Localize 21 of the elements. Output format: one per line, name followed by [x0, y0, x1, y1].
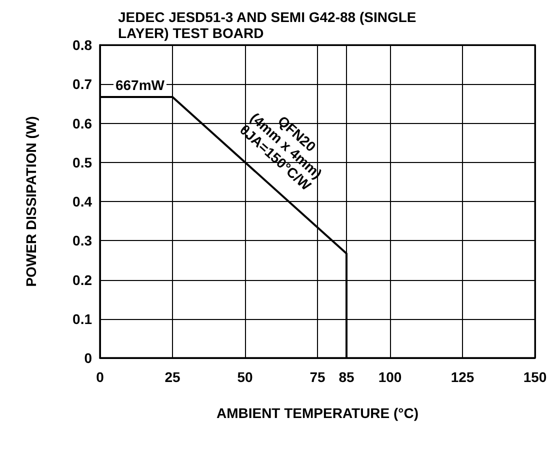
- y-tick-label: 0.3: [72, 232, 92, 249]
- x-tick-label: 125: [450, 369, 474, 385]
- x-tick-label: 100: [378, 369, 402, 385]
- y-tick-label: 0.8: [72, 37, 92, 53]
- x-tick-label: 85: [338, 369, 354, 385]
- y-tick-label: 0.1: [72, 310, 92, 327]
- x-tick-label: 0: [96, 369, 104, 385]
- y-tick-label: 0.2: [72, 272, 92, 288]
- chart-title: JEDEC JESD51-3 AND SEMI G42-88 (SINGLE LAYER) TEST BOARD: [118, 9, 420, 41]
- x-axis-title: AMBIENT TEMPERATURE (°C): [216, 405, 419, 421]
- y-tick-label: 0.5: [72, 154, 92, 170]
- x-tick-label: 150: [523, 369, 547, 385]
- y-tick-label: 0: [84, 350, 92, 366]
- x-tick-label: 75: [310, 369, 326, 385]
- x-tick-label: 50: [237, 369, 253, 385]
- y-tick-label: 0.7: [72, 76, 92, 92]
- y-tick-label: 0.6: [72, 115, 92, 132]
- y-tick-label: 0.4: [72, 194, 92, 210]
- y-axis-title: POWER DISSIPATION (W): [23, 116, 39, 287]
- annotation: 667mW: [115, 77, 166, 94]
- x-tick-label: 25: [164, 369, 180, 385]
